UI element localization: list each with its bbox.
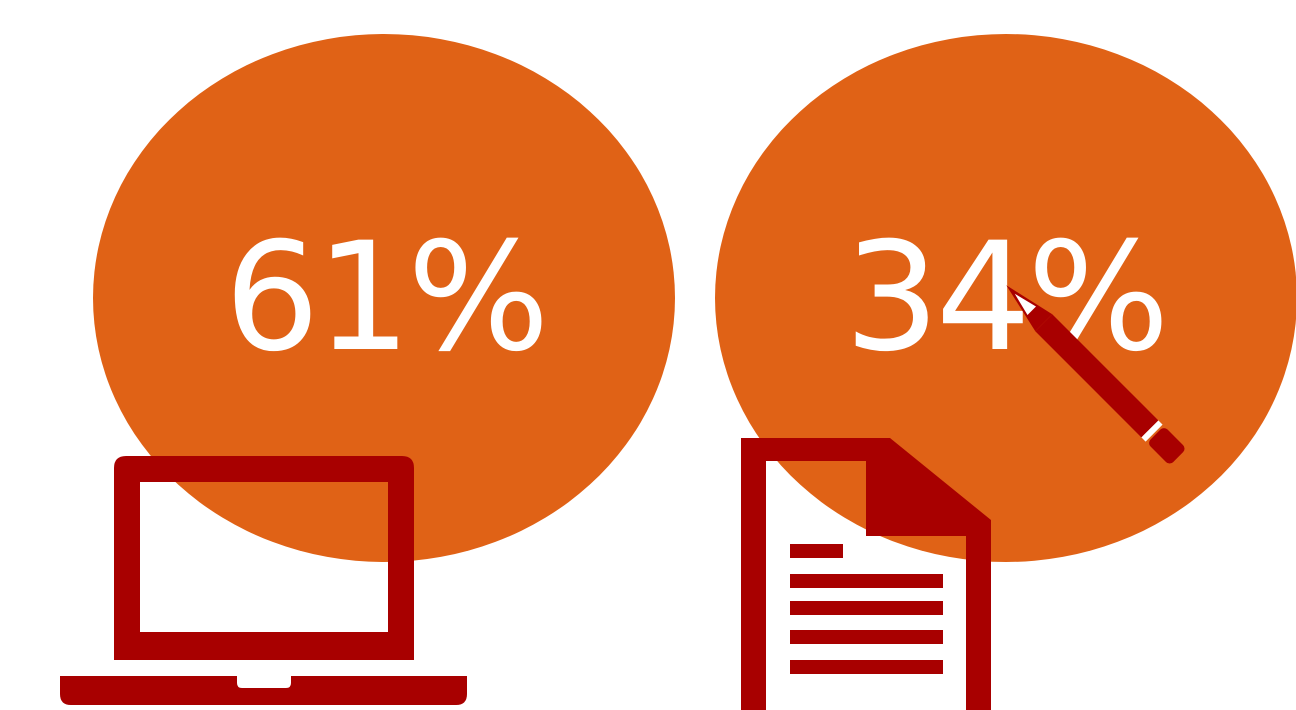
stat-percentage: 61%: [224, 211, 549, 385]
stat-percentage: 34%: [844, 211, 1169, 385]
